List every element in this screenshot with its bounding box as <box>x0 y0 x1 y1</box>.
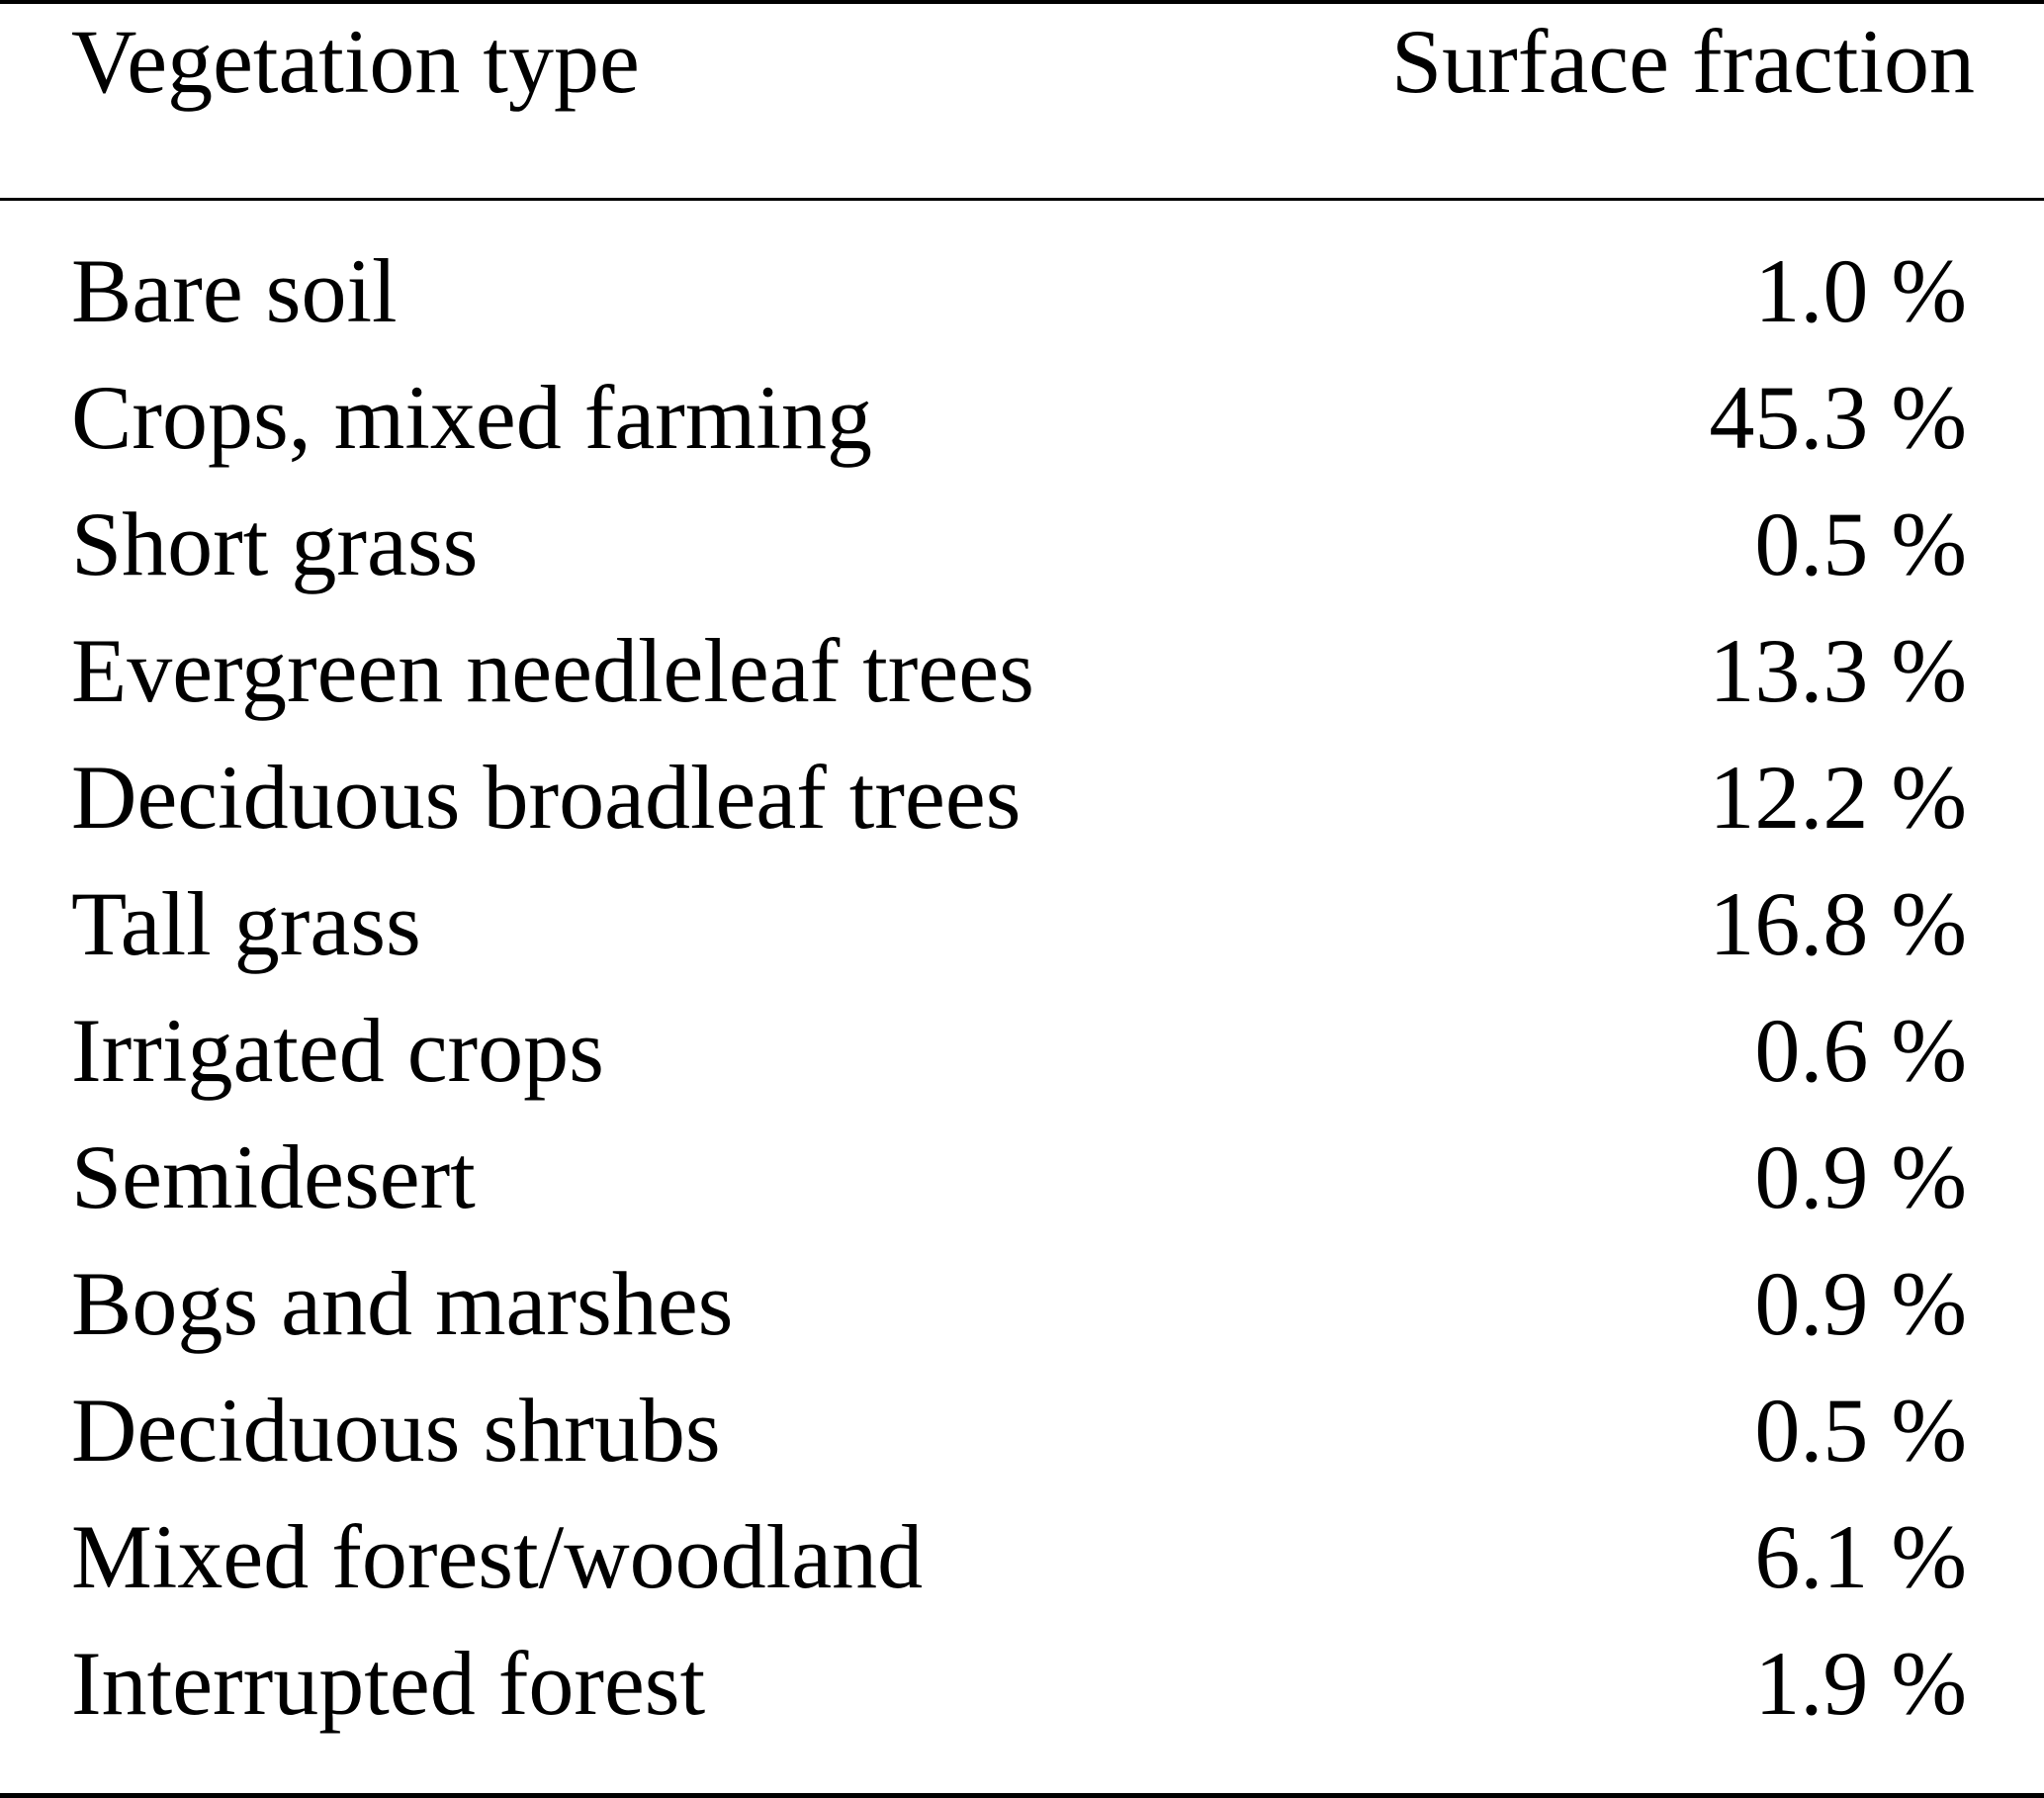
table-row: Short grass 0.5 % <box>0 481 2044 607</box>
table-top-rule <box>0 0 2044 4</box>
vegetation-type-cell: Deciduous shrubs <box>71 1380 721 1481</box>
vegetation-type-cell: Semidesert <box>71 1126 476 1227</box>
surface-fraction-cell: 0.9 % <box>1754 1253 1967 1354</box>
vegetation-type-cell: Deciduous broadleaf trees <box>71 747 1022 848</box>
surface-fraction-cell: 16.8 % <box>1709 873 1967 974</box>
surface-fraction-cell: 12.2 % <box>1709 747 1967 848</box>
surface-fraction-cell: 1.0 % <box>1754 240 1967 341</box>
surface-fraction-cell: 0.5 % <box>1754 1380 1967 1481</box>
table-header-rule <box>0 198 2044 201</box>
table-row: Irrigated crops 0.6 % <box>0 987 2044 1114</box>
surface-fraction-cell: 0.6 % <box>1754 1000 1967 1101</box>
surface-fraction-cell: 13.3 % <box>1709 620 1967 721</box>
header-surface-fraction: Surface fraction <box>1390 11 1975 112</box>
vegetation-type-cell: Tall grass <box>71 873 421 974</box>
table-row: Semidesert 0.9 % <box>0 1114 2044 1240</box>
table-row: Deciduous broadleaf trees 12.2 % <box>0 734 2044 860</box>
vegetation-type-cell: Irrigated crops <box>71 1000 604 1101</box>
table-row: Evergreen needleleaf trees 13.3 % <box>0 607 2044 734</box>
vegetation-type-cell: Evergreen needleleaf trees <box>71 620 1034 721</box>
table-row: Mixed forest/woodland 6.1 % <box>0 1493 2044 1620</box>
surface-fraction-cell: 6.1 % <box>1754 1506 1967 1607</box>
vegetation-type-cell: Mixed forest/woodland <box>71 1506 924 1607</box>
surface-fraction-cell: 45.3 % <box>1709 367 1967 468</box>
table-row: Deciduous shrubs 0.5 % <box>0 1367 2044 1493</box>
surface-fraction-cell: 0.9 % <box>1754 1126 1967 1227</box>
vegetation-type-cell: Crops, mixed farming <box>71 367 872 468</box>
vegetation-type-cell: Short grass <box>71 494 479 594</box>
surface-fraction-cell: 1.9 % <box>1754 1633 1967 1734</box>
table-bottom-rule <box>0 1793 2044 1798</box>
surface-fraction-cell: 0.5 % <box>1754 494 1967 594</box>
table-row: Bogs and marshes 0.9 % <box>0 1240 2044 1367</box>
table-row: Bare soil 1.0 % <box>0 227 2044 354</box>
header-vegetation-type: Vegetation type <box>71 11 640 112</box>
table-row: Interrupted forest 1.9 % <box>0 1620 2044 1747</box>
vegetation-type-cell: Bare soil <box>71 240 398 341</box>
table-header-row: Vegetation type Surface fraction <box>0 0 2044 123</box>
vegetation-type-cell: Bogs and marshes <box>71 1253 734 1354</box>
table-row: Tall grass 16.8 % <box>0 860 2044 987</box>
table-row: Crops, mixed farming 45.3 % <box>0 354 2044 481</box>
vegetation-type-cell: Interrupted forest <box>71 1633 706 1734</box>
